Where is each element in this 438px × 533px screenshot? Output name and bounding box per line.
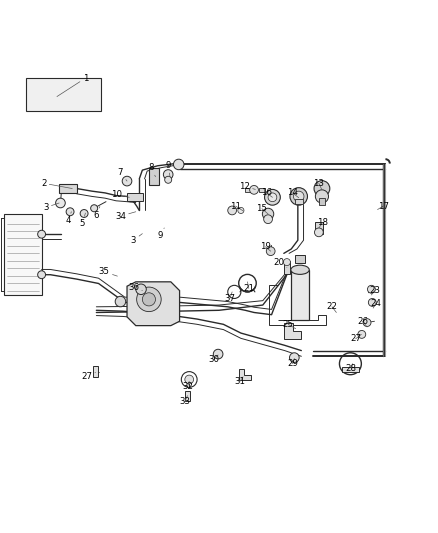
Text: 32: 32 xyxy=(182,381,193,391)
Circle shape xyxy=(363,319,371,327)
Text: 20: 20 xyxy=(273,259,287,268)
Text: 36: 36 xyxy=(128,283,142,292)
Circle shape xyxy=(91,205,98,212)
Text: 7: 7 xyxy=(118,168,127,181)
Text: 23: 23 xyxy=(369,286,380,295)
Circle shape xyxy=(163,169,173,179)
Text: 35: 35 xyxy=(99,267,117,276)
Text: 3: 3 xyxy=(131,233,142,245)
Text: 6: 6 xyxy=(94,206,100,220)
Bar xyxy=(149,168,159,184)
Text: 31: 31 xyxy=(234,377,246,386)
Bar xyxy=(26,78,101,111)
Text: 3: 3 xyxy=(43,203,59,212)
Circle shape xyxy=(293,191,304,201)
Text: 1: 1 xyxy=(57,74,88,96)
Circle shape xyxy=(315,190,328,203)
Text: 10: 10 xyxy=(110,190,129,199)
Text: 30: 30 xyxy=(208,355,219,364)
Bar xyxy=(284,261,290,274)
Text: 8: 8 xyxy=(148,164,155,177)
Bar xyxy=(295,199,303,204)
Text: 5: 5 xyxy=(80,213,85,228)
Text: 37: 37 xyxy=(224,292,236,303)
Text: 12: 12 xyxy=(239,182,255,191)
Circle shape xyxy=(264,215,272,223)
Bar xyxy=(245,188,253,192)
Bar xyxy=(342,367,359,372)
Circle shape xyxy=(265,189,280,205)
Circle shape xyxy=(266,247,275,255)
Text: 33: 33 xyxy=(179,395,191,406)
Text: 34: 34 xyxy=(115,212,136,221)
Text: 27: 27 xyxy=(81,373,95,382)
Text: 27: 27 xyxy=(350,334,361,343)
Polygon shape xyxy=(127,282,180,326)
Bar xyxy=(295,255,305,263)
Circle shape xyxy=(38,271,46,279)
Text: 2: 2 xyxy=(41,179,72,189)
Bar xyxy=(185,391,190,400)
Text: 14: 14 xyxy=(287,189,299,198)
Text: 18: 18 xyxy=(317,218,328,228)
Circle shape xyxy=(358,330,366,338)
Bar xyxy=(315,222,323,234)
Text: 19: 19 xyxy=(260,243,271,251)
Bar xyxy=(93,366,98,377)
Circle shape xyxy=(185,375,194,384)
Circle shape xyxy=(368,298,376,306)
Circle shape xyxy=(262,208,274,220)
Circle shape xyxy=(165,176,172,183)
Text: 17: 17 xyxy=(378,201,389,211)
Bar xyxy=(4,214,42,295)
Text: 25: 25 xyxy=(283,320,296,329)
Polygon shape xyxy=(239,369,251,381)
Text: 11: 11 xyxy=(230,201,243,211)
Text: 21: 21 xyxy=(243,282,254,293)
Text: 29: 29 xyxy=(287,359,298,368)
Circle shape xyxy=(66,208,74,216)
Text: 4: 4 xyxy=(65,212,71,225)
Circle shape xyxy=(136,284,146,295)
Bar xyxy=(291,270,309,320)
Circle shape xyxy=(238,207,244,214)
Circle shape xyxy=(314,228,323,237)
Circle shape xyxy=(290,188,307,205)
Text: 9: 9 xyxy=(157,228,164,240)
Circle shape xyxy=(142,293,155,306)
Circle shape xyxy=(56,198,65,208)
Circle shape xyxy=(367,285,375,293)
Circle shape xyxy=(213,349,223,359)
Text: 28: 28 xyxy=(346,364,357,373)
Bar xyxy=(319,198,325,205)
Circle shape xyxy=(115,296,126,307)
Circle shape xyxy=(228,206,237,215)
Circle shape xyxy=(268,193,277,201)
Circle shape xyxy=(290,353,299,362)
Text: 9: 9 xyxy=(166,161,171,177)
Text: 24: 24 xyxy=(370,299,381,308)
Circle shape xyxy=(314,181,330,197)
Bar xyxy=(59,184,77,193)
Text: 16: 16 xyxy=(261,189,272,197)
Bar xyxy=(259,188,265,192)
Circle shape xyxy=(173,159,184,169)
Text: 15: 15 xyxy=(256,204,268,214)
Polygon shape xyxy=(284,324,301,339)
Bar xyxy=(127,193,143,201)
Text: 22: 22 xyxy=(326,302,338,312)
Circle shape xyxy=(137,287,161,312)
Circle shape xyxy=(283,259,290,265)
Circle shape xyxy=(80,209,88,217)
Circle shape xyxy=(122,176,132,186)
Text: 26: 26 xyxy=(357,317,368,327)
Circle shape xyxy=(250,185,258,194)
Ellipse shape xyxy=(291,265,309,274)
Text: 13: 13 xyxy=(313,179,325,190)
Circle shape xyxy=(38,230,46,238)
